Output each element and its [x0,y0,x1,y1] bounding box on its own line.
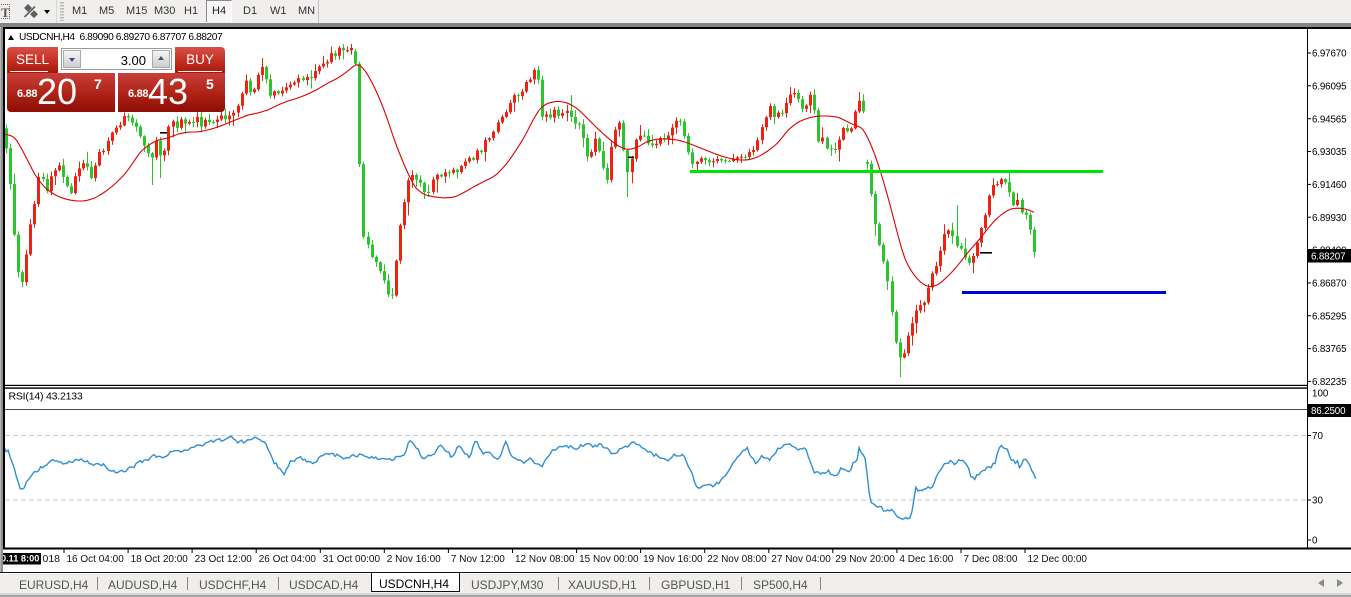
svg-text:6.85295: 6.85295 [1312,311,1347,322]
svg-text:12 Nov 08:00: 12 Nov 08:00 [515,554,575,565]
svg-text:100: 100 [1312,389,1329,400]
svg-text:6.93035: 6.93035 [1312,147,1347,158]
svg-text:30: 30 [1312,496,1323,507]
svg-text:86.2500: 86.2500 [1311,406,1346,417]
svg-text:16 Oct 04:00: 16 Oct 04:00 [67,554,125,565]
svg-text:15 Nov 00:00: 15 Nov 00:00 [579,554,639,565]
svg-text:6.96095: 6.96095 [1312,81,1347,92]
svg-text:7 Nov 12:00: 7 Nov 12:00 [451,554,505,565]
svg-text:6.82235: 6.82235 [1312,377,1347,388]
svg-text:RSI(14) 43.2133: RSI(14) 43.2133 [9,391,83,403]
svg-text:31 Oct 00:00: 31 Oct 00:00 [323,554,381,565]
svg-text:0: 0 [1312,536,1318,547]
svg-text:27 Nov 04:00: 27 Nov 04:00 [771,554,831,565]
svg-text:12 Dec 00:00: 12 Dec 00:00 [1028,554,1088,565]
svg-text:7 Dec 08:00: 7 Dec 08:00 [964,554,1018,565]
svg-text:018: 018 [43,553,61,565]
svg-text:2 Nov 16:00: 2 Nov 16:00 [387,554,441,565]
svg-text:26 Oct 04:00: 26 Oct 04:00 [259,554,317,565]
svg-text:6.83765: 6.83765 [1312,344,1347,355]
svg-text:6.89930: 6.89930 [1312,213,1347,224]
svg-text:6.86870: 6.86870 [1312,279,1347,290]
svg-text:29 Nov 20:00: 29 Nov 20:00 [835,554,895,565]
svg-text:6.94565: 6.94565 [1312,114,1347,125]
svg-text:19 Nov 16:00: 19 Nov 16:00 [643,554,703,565]
svg-text:70: 70 [1312,431,1323,442]
svg-text:6.97670: 6.97670 [1312,49,1347,60]
svg-text:22 Nov 08:00: 22 Nov 08:00 [707,554,767,565]
svg-text:6.91460: 6.91460 [1312,180,1347,191]
svg-text:18 Oct 20:00: 18 Oct 20:00 [131,554,189,565]
svg-text:0.11 8:00: 0.11 8:00 [1,554,39,564]
svg-text:6.88207: 6.88207 [1311,252,1345,263]
svg-text:23 Oct 12:00: 23 Oct 12:00 [195,554,253,565]
svg-text:4 Dec 16:00: 4 Dec 16:00 [899,554,953,565]
